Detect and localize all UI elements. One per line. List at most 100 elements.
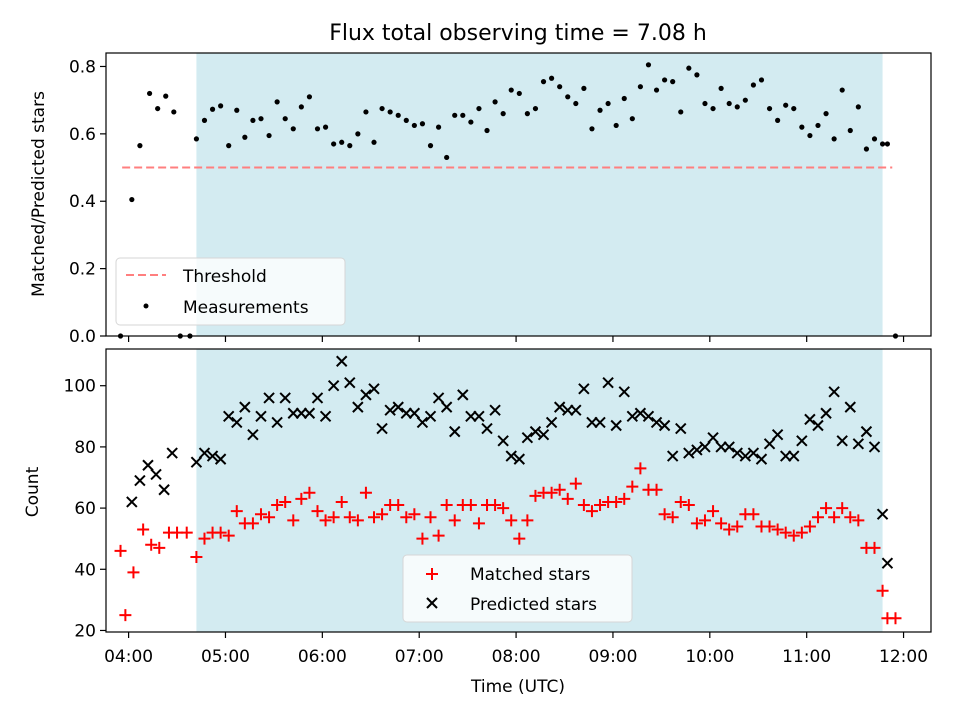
matched-star-point xyxy=(319,514,332,527)
measurement-point xyxy=(427,143,434,149)
matched-star-point xyxy=(771,523,784,536)
predicted-star-point xyxy=(432,392,445,404)
predicted-star-point xyxy=(683,447,695,459)
matched-star-point xyxy=(214,526,227,539)
measurement-point xyxy=(193,136,200,142)
matched-star-point xyxy=(153,541,166,554)
matched-star-point xyxy=(464,499,477,512)
predicted-star-point xyxy=(650,416,663,429)
matched-star-point xyxy=(779,526,792,539)
top-legend: Threshold Measurements xyxy=(115,257,346,326)
measurement-point xyxy=(605,100,611,107)
matched-star-point xyxy=(723,523,736,536)
predicted-star-point xyxy=(812,419,824,432)
predicted-star-point xyxy=(675,422,687,435)
matched-star-point xyxy=(836,502,849,515)
predicted-star-point xyxy=(666,450,679,462)
top-y-tick-label: 0.6 xyxy=(69,125,96,145)
predicted-star-point xyxy=(336,355,348,367)
measurement-point xyxy=(629,116,635,122)
predicted-star-point xyxy=(626,410,639,423)
measurement-point xyxy=(387,109,393,115)
measurement-point xyxy=(581,85,587,91)
predicted-star-point xyxy=(529,425,542,438)
measurement-point xyxy=(508,87,514,93)
predicted-star-point xyxy=(545,416,558,429)
measurement-point xyxy=(637,84,643,90)
matched-star-point xyxy=(610,495,623,508)
measurement-point xyxy=(686,65,692,71)
measurement-point xyxy=(847,127,853,134)
measurement-point xyxy=(282,116,288,122)
predicted-star-point xyxy=(788,450,800,462)
top-legend-box xyxy=(115,257,346,326)
predicted-star-point xyxy=(416,416,429,429)
matched-star-point xyxy=(650,483,663,496)
bottom-y-tick-label: 40 xyxy=(74,560,96,580)
measurement-point xyxy=(234,107,240,113)
predicted-star-point xyxy=(352,401,364,413)
measurement-point xyxy=(171,109,177,115)
matched-star-point xyxy=(376,508,389,521)
measurement-point xyxy=(298,104,304,110)
predicted-star-point xyxy=(489,404,501,416)
measurement-point xyxy=(775,117,781,123)
matched-star-point xyxy=(811,511,824,524)
matched-star-point xyxy=(359,486,372,499)
ratio-panel: Flux total observing time = 7.08 h 0.00.… xyxy=(29,21,932,347)
matched-star-point xyxy=(828,511,841,524)
measurement-point xyxy=(500,111,506,117)
predicted-star-point xyxy=(247,428,259,441)
chart-title: Flux total observing time = 7.08 h xyxy=(329,21,707,46)
bottom-legend-box xyxy=(402,554,633,623)
measurement-point xyxy=(484,127,490,134)
predicted-star-point xyxy=(642,410,655,423)
matched-star-point xyxy=(505,514,518,527)
measurement-point xyxy=(492,99,498,105)
matched-star-point xyxy=(295,492,308,505)
matched-star-point xyxy=(343,511,356,524)
measurement-point xyxy=(831,136,837,142)
measurement-point xyxy=(306,94,313,100)
matched-star-point xyxy=(561,492,574,505)
predicted-star-point xyxy=(126,496,138,508)
predicted-star-point xyxy=(214,453,227,465)
top-axes-frame xyxy=(105,52,932,337)
measurement-point xyxy=(871,136,878,142)
measurement-point xyxy=(791,105,797,112)
measurement-point xyxy=(322,124,329,130)
measurement-points xyxy=(117,62,899,339)
matched-star-point xyxy=(472,517,485,530)
matched-star-point xyxy=(222,529,235,542)
matched-star-point xyxy=(287,514,300,527)
predicted-star-point xyxy=(755,453,768,465)
measurement-point xyxy=(403,117,409,123)
matched-star-point xyxy=(263,511,276,524)
predicted-star-point xyxy=(368,383,380,395)
measurement-point xyxy=(734,104,740,110)
predicted-star-point xyxy=(521,432,534,444)
predicted-stars-legend-label: Predicted stars xyxy=(470,595,597,615)
measurement-point xyxy=(879,141,886,147)
matched-star-point xyxy=(440,499,453,512)
predicted-star-point xyxy=(158,484,170,496)
measurement-point xyxy=(718,85,724,91)
matched-star-point xyxy=(424,511,437,524)
matched-star-point xyxy=(392,499,405,512)
matched-star-point xyxy=(852,514,865,527)
matched-star-point xyxy=(876,584,889,597)
x-tick-label: 09:00 xyxy=(588,647,637,667)
matched-star-point xyxy=(682,499,695,512)
measurement-point xyxy=(613,122,619,129)
matched-star-point xyxy=(513,532,526,545)
measurement-point xyxy=(129,196,135,203)
predicted-star-point xyxy=(327,380,340,392)
measurement-point xyxy=(274,99,280,105)
measurement-point xyxy=(290,126,296,132)
predicted-star-point xyxy=(691,444,703,456)
measurement-point xyxy=(452,112,458,118)
predicted-star-point xyxy=(134,474,146,487)
bottom-y-axis-label: Count xyxy=(23,466,43,517)
measurement-point xyxy=(476,105,482,112)
matched-star-point xyxy=(254,508,267,521)
